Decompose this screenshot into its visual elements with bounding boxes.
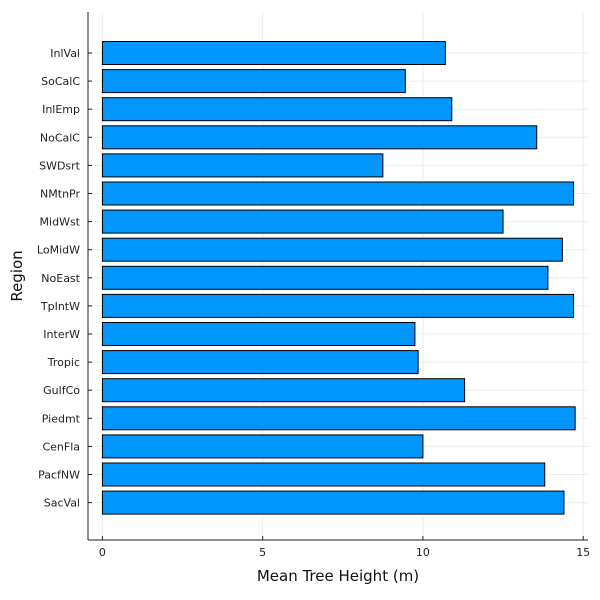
bar-GulfCo: [101, 378, 466, 403]
x-tick-label: 0: [99, 546, 106, 559]
x-tick-label: 5: [259, 546, 266, 559]
y-tick-label: CenFla: [42, 440, 80, 453]
y-tick-label: PacfNW: [38, 469, 80, 482]
y-tick-label: NoCalC: [40, 131, 80, 144]
bar-NoCalC: [101, 125, 538, 150]
y-tick-label: InlEmp: [42, 103, 80, 116]
bar-InlVal: [101, 41, 446, 65]
axes: [87, 12, 588, 541]
bar-Piedmt: [101, 406, 576, 431]
y-tick-label: SoCalC: [41, 75, 80, 88]
y-tick-label: LoMidW: [37, 244, 80, 257]
bars: [101, 41, 576, 515]
bar-InterW: [101, 322, 416, 346]
bar-LoMidW: [101, 237, 563, 262]
y-tick-label: Piedmt: [42, 412, 81, 425]
bar-NoEast: [101, 265, 549, 290]
bar-NMtnPr: [101, 181, 575, 206]
y-tick-label: NoEast: [41, 272, 80, 285]
bar-Tropic: [101, 350, 419, 375]
bar-SoCalC: [101, 69, 406, 94]
y-axis-title: Region: [8, 250, 26, 301]
y-tick-label: MidWst: [40, 216, 81, 229]
x-tick-labels: 0 5 10 15: [99, 536, 590, 559]
y-tick-label: InlVal: [50, 47, 80, 60]
x-axis-title: Mean Tree Height (m): [257, 567, 419, 585]
bar-InlEmp: [101, 97, 453, 122]
y-tick-label: SacVal: [44, 497, 80, 510]
y-tick-labels: InlVal SoCalC InlEmp NoCalC SWDsrt NMtnPr MidW…: [37, 47, 92, 510]
bar-SacVal: [101, 490, 565, 515]
x-tick-label: 10: [416, 546, 430, 559]
y-tick-label: Tropic: [47, 356, 80, 369]
bar-SWDsrt: [101, 153, 384, 178]
y-tick-label: TpIntW: [40, 300, 80, 313]
y-tick-label: SWDsrt: [39, 159, 81, 172]
x-tick-label: 15: [576, 546, 590, 559]
bar-CenFla: [101, 434, 424, 459]
bar-MidWst: [101, 209, 504, 234]
bar-TpIntW: [101, 293, 575, 318]
y-tick-label: NMtnPr: [40, 188, 80, 201]
bar-PacfNW: [101, 462, 546, 487]
y-tick-label: GulfCo: [43, 384, 80, 397]
y-tick-label: InterW: [43, 328, 80, 341]
